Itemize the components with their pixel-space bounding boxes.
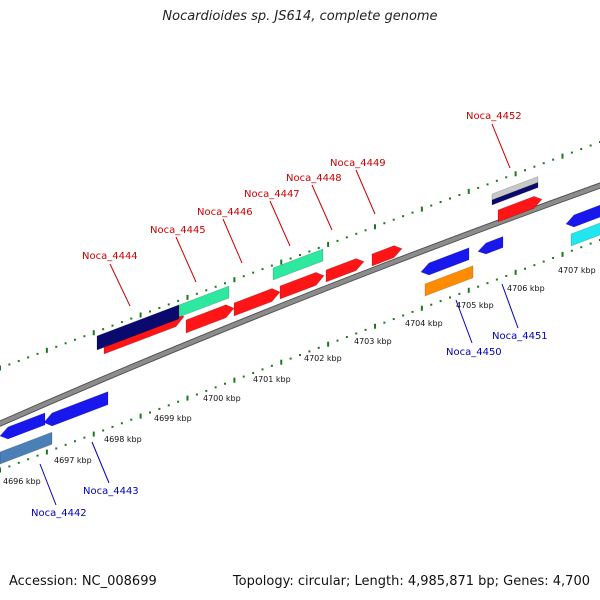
gene-block[interactable] bbox=[178, 285, 230, 318]
genome-summary: Topology: circular; Length: 4,985,871 bp… bbox=[232, 574, 590, 589]
leader-line bbox=[109, 263, 131, 307]
scale-label: 4701 kbp bbox=[253, 375, 291, 384]
scale-label: 4705 kbp bbox=[456, 301, 494, 310]
gene-block[interactable] bbox=[491, 182, 539, 206]
gene-arrow[interactable] bbox=[0, 412, 46, 440]
leader-line bbox=[222, 218, 243, 264]
scale-label: 4703 kbp bbox=[354, 337, 392, 346]
upper-tick-track bbox=[0, 141, 600, 371]
leader-line bbox=[455, 299, 473, 344]
lower-tick-track bbox=[0, 239, 600, 473]
gene-block[interactable] bbox=[96, 304, 180, 351]
label-leaders bbox=[39, 123, 519, 506]
scale-label: 4698 kbp bbox=[104, 435, 142, 444]
gene-labels: Noca_4444 Noca_4445 Noca_4446 Noca_4447 … bbox=[31, 111, 548, 519]
gene-arrow[interactable] bbox=[185, 304, 235, 334]
gene-label[interactable]: Noca_4443 bbox=[83, 486, 139, 497]
accession-text: Accession: NC_008699 bbox=[9, 574, 157, 589]
gene-arrow[interactable] bbox=[565, 203, 600, 228]
gene-arrow[interactable] bbox=[371, 245, 403, 267]
scale-label: 4706 kbp bbox=[507, 284, 545, 293]
scale-label: 4704 kbp bbox=[405, 319, 443, 328]
leader-line bbox=[39, 463, 57, 506]
scale-label: 4707 kbp bbox=[558, 266, 596, 275]
gene-label[interactable]: Noca_4449 bbox=[330, 158, 386, 169]
gene-arrow[interactable] bbox=[233, 288, 281, 317]
gene-label[interactable]: Noca_4446 bbox=[197, 207, 253, 218]
gene-arrow[interactable] bbox=[420, 247, 470, 276]
gene-label[interactable]: Noca_4450 bbox=[446, 347, 502, 358]
backbone-line bbox=[0, 183, 600, 426]
gene-label[interactable]: Noca_4448 bbox=[286, 173, 342, 184]
scale-label: 4699 kbp bbox=[154, 414, 192, 423]
leader-line bbox=[175, 236, 197, 283]
gene-label[interactable]: Noca_4442 bbox=[31, 508, 87, 519]
leader-line bbox=[501, 283, 519, 329]
gene-label[interactable]: Noca_4447 bbox=[244, 189, 300, 200]
gene-label[interactable]: Noca_4452 bbox=[466, 111, 522, 122]
gene-arrow[interactable] bbox=[497, 195, 543, 223]
leader-line bbox=[491, 123, 511, 169]
leader-line bbox=[269, 200, 291, 247]
scale-labels: 4696 kbp 4697 kbp 4698 kbp 4699 kbp 4700… bbox=[3, 266, 596, 486]
scale-label: 4696 kbp bbox=[3, 477, 41, 486]
gene-label[interactable]: Noca_4444 bbox=[82, 251, 138, 262]
leader-line bbox=[355, 169, 376, 215]
gene-block[interactable] bbox=[570, 221, 600, 247]
gene-block[interactable] bbox=[0, 431, 53, 465]
scale-label: 4702 kbp bbox=[304, 354, 342, 363]
scale-label: 4700 kbp bbox=[203, 394, 241, 403]
gene-block[interactable] bbox=[424, 265, 474, 297]
gene-arrow[interactable] bbox=[325, 258, 365, 283]
gene-block[interactable] bbox=[272, 248, 324, 281]
scale-label: 4697 kbp bbox=[54, 456, 92, 465]
leader-line bbox=[91, 441, 110, 484]
gene-arrow[interactable] bbox=[477, 236, 504, 255]
gene-label[interactable]: Noca_4451 bbox=[492, 331, 548, 342]
gene-arrow[interactable] bbox=[43, 391, 109, 427]
leader-line bbox=[311, 184, 333, 231]
gene-label[interactable]: Noca_4445 bbox=[150, 225, 206, 236]
map-title: Nocardioides sp. JS614, complete genome bbox=[162, 9, 438, 24]
gene-features bbox=[0, 176, 600, 465]
genome-backbone bbox=[0, 182, 600, 427]
gene-arrow[interactable] bbox=[279, 271, 325, 300]
